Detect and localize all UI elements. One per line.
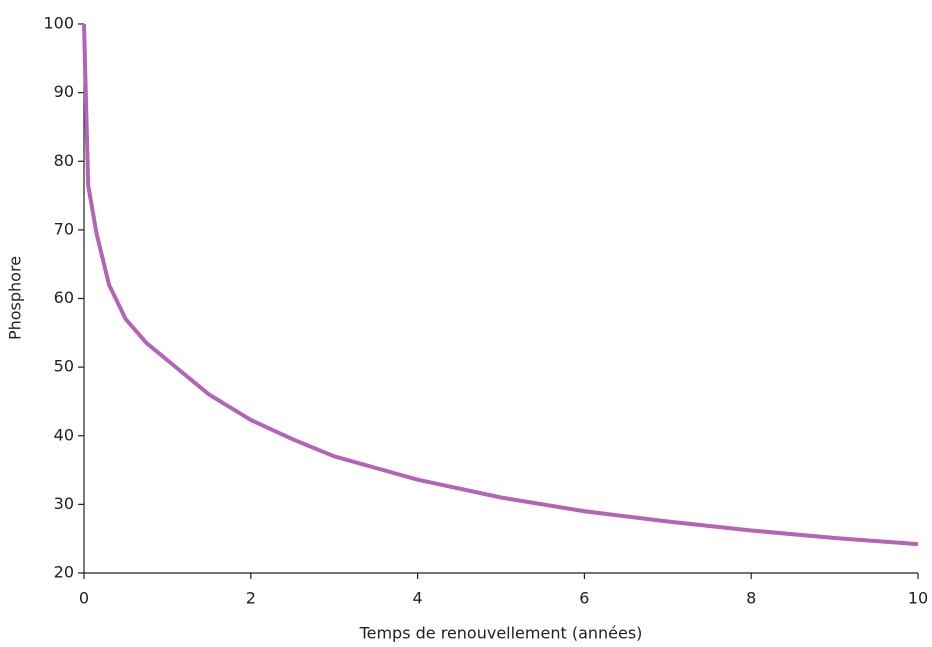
y-tick-label: 100	[43, 14, 74, 33]
y-tick-label: 50	[54, 357, 74, 376]
x-tick-label: 6	[579, 589, 589, 608]
x-tick-label: 10	[908, 589, 928, 608]
y-tick-label: 90	[54, 82, 74, 101]
x-tick-label: 2	[246, 589, 256, 608]
y-tick-label: 60	[54, 288, 74, 307]
x-tick-label: 4	[413, 589, 423, 608]
x-tick-label: 0	[79, 589, 89, 608]
y-tick-label: 20	[54, 563, 74, 582]
x-tick-label: 8	[746, 589, 756, 608]
y-tick-label: 80	[54, 151, 74, 170]
y-tick-label: 30	[54, 494, 74, 513]
line-series	[82, 23, 919, 547]
x-axis-label: Temps de renouvellement (années)	[359, 624, 643, 643]
y-tick-label: 40	[54, 425, 74, 444]
y-axis-label: Phosphore	[6, 256, 25, 340]
y-tick-label: 70	[54, 219, 74, 238]
